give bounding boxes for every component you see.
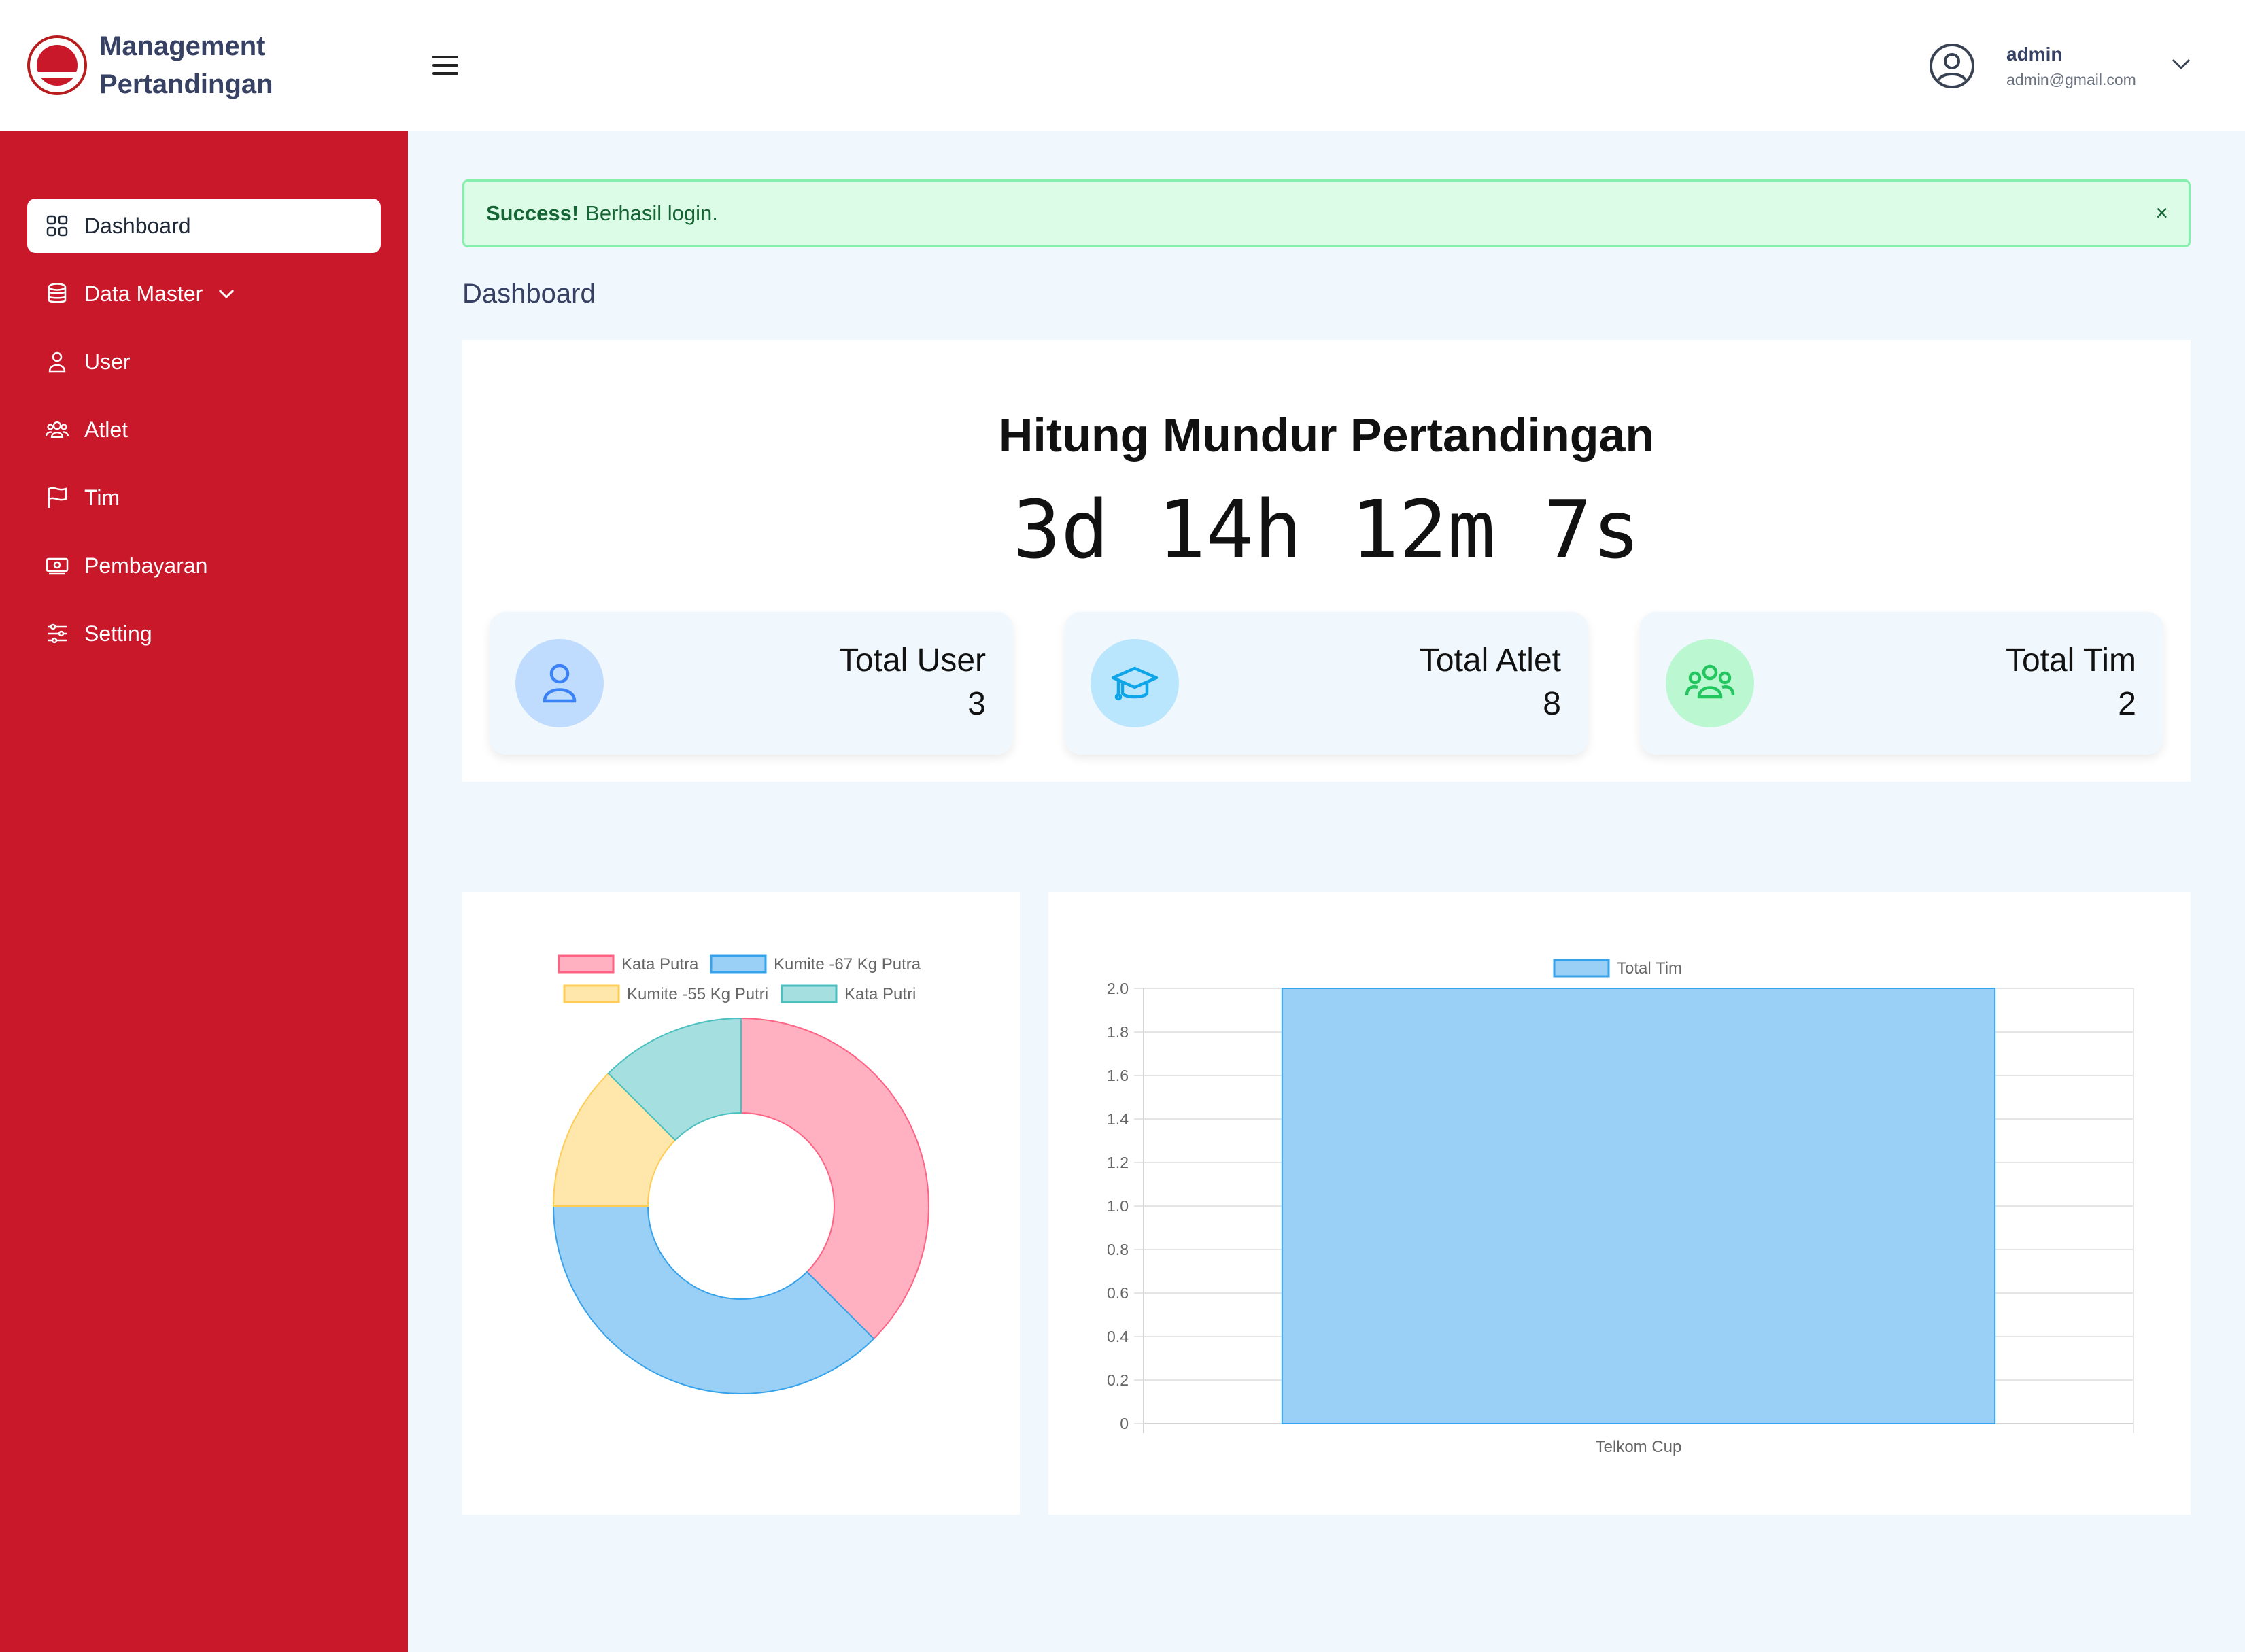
sidebar-item-user[interactable]: User <box>27 334 381 389</box>
y-tick-label: 1.6 <box>1107 1067 1129 1084</box>
legend-label: Kumite -67 Kg Putra <box>774 955 921 974</box>
success-alert: Success! Berhasil login. × <box>462 179 2191 247</box>
y-tick-label: 1.8 <box>1107 1023 1129 1041</box>
y-tick-label: 2.0 <box>1107 980 1129 997</box>
sliders-icon <box>48 623 67 644</box>
brand-line1: Management <box>99 31 266 61</box>
stat-label: Total Atlet <box>1419 642 1561 678</box>
y-tick-label: 1.0 <box>1107 1197 1129 1215</box>
user-name[interactable]: admin <box>2006 44 2063 65</box>
alert-title: Success! <box>486 201 579 225</box>
legend-label: Kata Putra <box>621 955 699 974</box>
page-title: Dashboard <box>462 279 596 309</box>
graduation-cap-icon <box>1091 639 1179 727</box>
user-avatar-icon[interactable] <box>1928 42 1976 90</box>
sidebar-item-label: Data Master <box>84 281 203 306</box>
users-group-icon <box>45 421 69 438</box>
user-icon <box>515 639 604 727</box>
sidebar-item-pembayaran[interactable]: Pembayaran <box>27 538 381 593</box>
menu-toggle-icon[interactable] <box>432 56 460 76</box>
bar-chart-card: Total Tim 0 0.2 0.4 0.6 0.8 1.0 1.2 1.4 1.6 1.8 2.0… <box>1048 892 2191 1515</box>
flag-icon <box>48 487 67 508</box>
sidebar-item-label: User <box>84 349 131 374</box>
x-tick-label: Telkom Cup <box>1596 1438 1682 1456</box>
doughnut-slice <box>740 1017 929 1340</box>
sidebar-item-label: Atlet <box>84 417 128 442</box>
stat-card-total-user: Total User 3 <box>490 612 1013 755</box>
sidebar-item-atlet[interactable]: Atlet <box>27 402 381 457</box>
sidebar-item-dashboard[interactable]: Dashboard <box>27 199 381 253</box>
y-tick-label: 0.2 <box>1107 1371 1129 1389</box>
stat-label: Total User <box>838 642 986 678</box>
legend-swatch <box>1553 959 1610 978</box>
bar-chart: Total Tim 0 0.2 0.4 0.6 0.8 1.0 1.2 1.4 1.6 1.8 2.0… <box>1107 959 2134 1456</box>
close-icon[interactable]: × <box>2155 201 2168 225</box>
y-tick-label: 0.4 <box>1107 1328 1129 1345</box>
legend-swatch <box>563 984 620 1003</box>
y-tick-label: 0.6 <box>1107 1284 1129 1302</box>
alert-message: Berhasil login. <box>585 201 718 225</box>
countdown-title: Hitung Mundur Pertandingan <box>998 409 1655 462</box>
y-tick-label: 1.4 <box>1107 1110 1129 1128</box>
stat-value: 3 <box>967 686 986 722</box>
y-tick-label: 1.2 <box>1107 1154 1129 1171</box>
y-tick-label: 0 <box>1120 1415 1129 1432</box>
legend-label: Kata Putri <box>844 985 916 1003</box>
user-email: admin@gmail.com <box>2006 71 2136 88</box>
brand-line2: Pertandingan <box>99 69 273 99</box>
countdown-card: Hitung Mundur Pertandingan 3d 14h 12m 7s… <box>462 340 2191 782</box>
bar <box>1281 988 1996 1424</box>
brand-logo <box>27 35 87 95</box>
sidebar-item-label: Pembayaran <box>84 553 208 578</box>
stat-value: 2 <box>2118 686 2136 722</box>
stat-value: 8 <box>1543 686 1561 722</box>
stat-card-total-atlet: Total Atlet 8 <box>1065 612 1588 755</box>
brand-title: Management Pertandingan <box>99 27 273 103</box>
stat-card-total-tim: Total Tim 2 <box>1640 612 2163 755</box>
sidebar-item-label: Setting <box>84 621 152 646</box>
users-group-icon <box>1666 639 1754 727</box>
database-icon <box>48 283 67 303</box>
sidebar-item-setting[interactable]: Setting <box>27 606 381 661</box>
sidebar-item-tim[interactable]: Tim <box>27 470 381 525</box>
sidebar-item-label: Tim <box>84 485 120 510</box>
doughnut-chart: Kata Putra Kumite -67 Kg Putra Kumite -55 … <box>552 954 929 1394</box>
top-header: Management Pertandingan admin admin@gmai… <box>0 0 2245 131</box>
sidebar-item-data-master[interactable]: Data Master <box>27 266 381 321</box>
legend-label: Kumite -55 Kg Putri <box>627 985 768 1003</box>
doughnut-slice <box>552 1205 875 1394</box>
stat-label: Total Tim <box>2005 642 2136 678</box>
countdown-timer: 3d 14h 12m 7s <box>1012 483 1641 577</box>
legend-label: Total Tim <box>1617 959 1682 978</box>
sidebar-item-label: Dashboard <box>84 213 191 238</box>
doughnut-slice <box>607 1017 742 1141</box>
legend-swatch <box>710 954 767 974</box>
y-tick-label: 0.8 <box>1107 1241 1129 1258</box>
sidebar: Dashboard Data Master User Atlet Tim <box>0 131 408 1652</box>
grid-icon <box>46 215 68 237</box>
payment-icon <box>46 557 69 575</box>
user-icon <box>48 351 66 373</box>
legend-swatch <box>781 984 838 1003</box>
chevron-down-icon <box>219 289 235 299</box>
legend-swatch <box>558 954 615 974</box>
doughnut-chart-card: Kata Putra Kumite -67 Kg Putra Kumite -55 … <box>462 892 1020 1515</box>
chevron-down-icon[interactable] <box>2170 56 2192 72</box>
